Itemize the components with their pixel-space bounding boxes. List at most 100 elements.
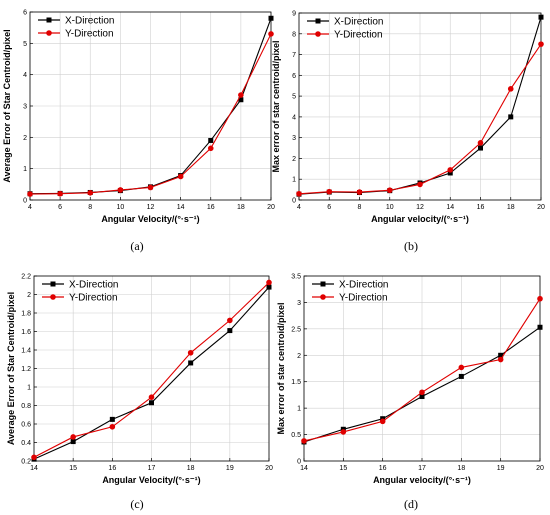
y-tick-label: 1.6 [21, 329, 31, 336]
x-tick-label: 10 [116, 204, 124, 211]
x-tick-label: 20 [536, 465, 544, 472]
legend-marker-circle [315, 31, 321, 37]
panel-caption: (c) [130, 497, 143, 511]
data-point-y-direction [57, 190, 63, 197]
legend-label: X-Direction [334, 17, 383, 28]
data-point-y-direction [537, 295, 543, 302]
panel-caption: (b) [404, 239, 418, 253]
x-axis-label: Angular velocity/(°·s⁻¹) [373, 475, 471, 485]
y-tick-label: 0.5 [291, 432, 301, 439]
legend-marker-square [320, 281, 326, 287]
y-tick-label: 1.4 [21, 348, 31, 355]
data-point-y-direction [419, 389, 425, 396]
x-tick-label: 6 [327, 204, 331, 211]
x-tick-label: 14 [300, 465, 308, 472]
y-tick-label: 0 [297, 459, 301, 466]
y-tick-label: 2.2 [21, 274, 31, 281]
data-point-x-direction [447, 170, 453, 176]
legend-label: Y-Direction [339, 293, 388, 304]
y-tick-label: 4 [23, 72, 27, 79]
data-point-y-direction [266, 279, 272, 286]
legend-label: X-Direction [65, 16, 114, 27]
y-tick-label: 6 [23, 10, 27, 17]
x-tick-label: 8 [88, 204, 92, 211]
data-point-x-direction [70, 439, 76, 445]
x-tick-label: 14 [446, 204, 454, 211]
x-tick-label: 16 [379, 465, 387, 472]
data-point-y-direction [148, 394, 155, 400]
x-tick-label: 16 [477, 204, 485, 211]
y-tick-label: 0 [292, 198, 296, 205]
x-tick-label: 19 [497, 465, 505, 472]
y-axis-label: Max error of star centroid/pixel [276, 302, 286, 434]
data-point-y-direction [227, 317, 233, 324]
data-point-x-direction [419, 394, 425, 400]
x-tick-label: 16 [207, 204, 215, 211]
y-tick-label: 2 [23, 135, 27, 142]
y-tick-label: 0.8 [21, 403, 31, 410]
y-axis-label: Average Error of Star Centroid/pixel [2, 29, 12, 182]
y-tick-label: 2 [27, 292, 31, 299]
x-tick-label: 17 [418, 465, 426, 472]
y-tick-label: 9 [292, 11, 296, 18]
x-tick-label: 10 [386, 204, 394, 211]
data-point-x-direction [498, 352, 504, 358]
data-point-y-direction [31, 454, 37, 461]
x-tick-label: 15 [69, 465, 77, 472]
data-point-y-direction [207, 145, 214, 152]
data-point-y-direction [238, 92, 244, 98]
data-point-y-direction [268, 31, 274, 37]
y-tick-label: 0 [23, 198, 27, 205]
y-tick-label: 2.5 [291, 326, 301, 333]
y-tick-label: 7 [292, 52, 296, 59]
data-point-y-direction [538, 41, 544, 47]
x-tick-label: 6 [58, 204, 62, 211]
x-tick-label: 4 [28, 204, 32, 211]
data-point-y-direction [386, 187, 393, 194]
data-point-y-direction [447, 167, 454, 173]
legend-marker-circle [50, 294, 56, 300]
data-point-y-direction [477, 140, 484, 146]
y-tick-label: 2 [292, 156, 296, 163]
legend-marker-circle [320, 294, 326, 300]
data-point-y-direction [70, 434, 76, 440]
data-point-x-direction [508, 114, 514, 120]
data-point-y-direction [379, 418, 386, 425]
x-axis-label: Angular Velocity/(°·s⁻¹) [101, 214, 199, 224]
data-point-x-direction [208, 137, 214, 143]
data-point-x-direction [149, 400, 154, 406]
y-tick-label: 1.5 [291, 379, 301, 386]
x-tick-label: 4 [297, 204, 301, 211]
data-point-y-direction [87, 189, 94, 196]
chart-panel-4: 14 15 16 17 18 19 20 0 0.5 1 1.5 2 2.5 3 3.5 Angular ve… [276, 274, 544, 512]
y-tick-label: 5 [292, 94, 296, 101]
y-tick-label: 0.4 [21, 440, 31, 447]
x-tick-label: 8 [358, 204, 362, 211]
legend-label: X-Direction [339, 280, 388, 291]
data-point-y-direction [117, 187, 124, 193]
x-tick-label: 12 [147, 204, 155, 211]
x-tick-label: 20 [537, 204, 545, 211]
y-axis-label: Average Error of Star Centroid/pixel [6, 292, 16, 445]
y-tick-label: 1 [297, 406, 301, 413]
x-tick-label: 17 [148, 465, 156, 472]
data-point-y-direction [417, 181, 423, 188]
legend-marker-circle [46, 30, 52, 36]
y-tick-label: 1.8 [21, 311, 31, 318]
data-point-y-direction [296, 190, 302, 197]
data-point-x-direction [227, 328, 233, 334]
panel-caption: (d) [404, 497, 418, 511]
legend-label: Y-Direction [334, 30, 383, 41]
data-point-y-direction [458, 364, 465, 371]
legend-label: Y-Direction [65, 29, 114, 40]
data-point-y-direction [507, 86, 514, 92]
y-tick-label: 5 [23, 41, 27, 48]
y-tick-label: 4 [292, 114, 296, 121]
data-point-x-direction [458, 373, 464, 379]
x-tick-label: 12 [416, 204, 424, 211]
data-point-x-direction [538, 14, 544, 20]
data-point-x-direction [109, 416, 115, 422]
data-point-x-direction [238, 97, 244, 103]
x-axis-label: Angular Velocity/(°·s⁻¹) [102, 475, 200, 485]
